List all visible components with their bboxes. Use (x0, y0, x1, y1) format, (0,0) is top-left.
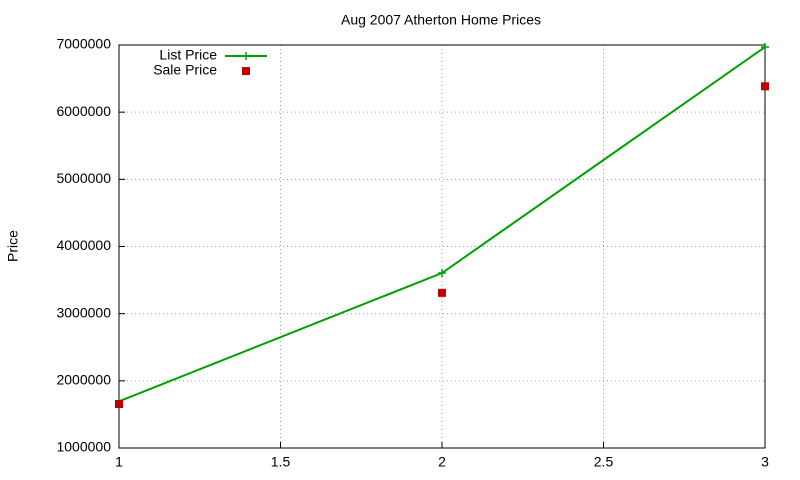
plot-border (118, 44, 766, 449)
legend-swatch (242, 52, 250, 60)
chart-title: Aug 2007 Atherton Home Prices (341, 12, 541, 28)
y-tick-label: 2000000 (56, 372, 111, 388)
y-tick-label: 6000000 (56, 103, 111, 119)
x-tick-label: 2.5 (594, 454, 614, 470)
point (438, 288, 446, 297)
y-tick-label: 7000000 (56, 36, 111, 52)
x-tick-label: 1 (115, 454, 123, 470)
legend-label: List Price (159, 47, 217, 63)
x-tick-label: 2 (438, 454, 446, 470)
point (438, 269, 446, 278)
point (115, 400, 123, 409)
y-axis-label: Price (5, 230, 21, 262)
legend-label: Sale Price (153, 62, 217, 78)
x-tick-label: 3 (761, 454, 769, 470)
y-tick-label: 3000000 (56, 304, 111, 320)
point (761, 43, 769, 52)
legend-swatch (242, 67, 250, 75)
y-tick-label: 4000000 (56, 237, 111, 253)
point (761, 82, 769, 91)
y-tick-label: 5000000 (56, 170, 111, 186)
line (118, 46, 766, 403)
x-tick-label: 1.5 (271, 454, 291, 470)
y-tick-label: 1000000 (56, 439, 111, 455)
